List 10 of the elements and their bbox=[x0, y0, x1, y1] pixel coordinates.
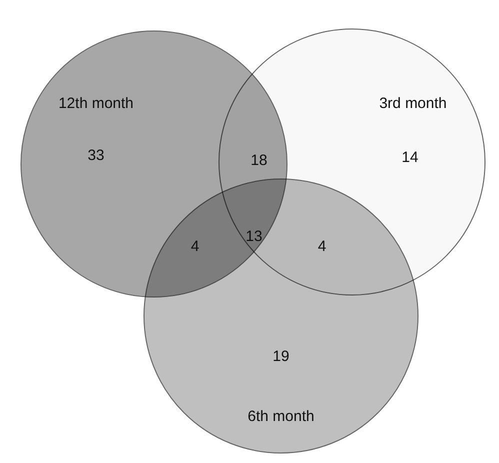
data-label: 14 bbox=[402, 149, 418, 166]
text: 18 bbox=[250, 152, 268, 169]
text: 13 bbox=[246, 228, 262, 245]
data-label: 19 bbox=[272, 348, 290, 365]
text: 4 bbox=[190, 238, 200, 255]
data-label: 33 bbox=[88, 147, 104, 164]
category-label: 3rd month bbox=[379, 95, 447, 112]
category-label: 6th month bbox=[248, 408, 314, 425]
text: 4 bbox=[318, 238, 326, 255]
category-label: 12th month bbox=[58, 95, 134, 112]
